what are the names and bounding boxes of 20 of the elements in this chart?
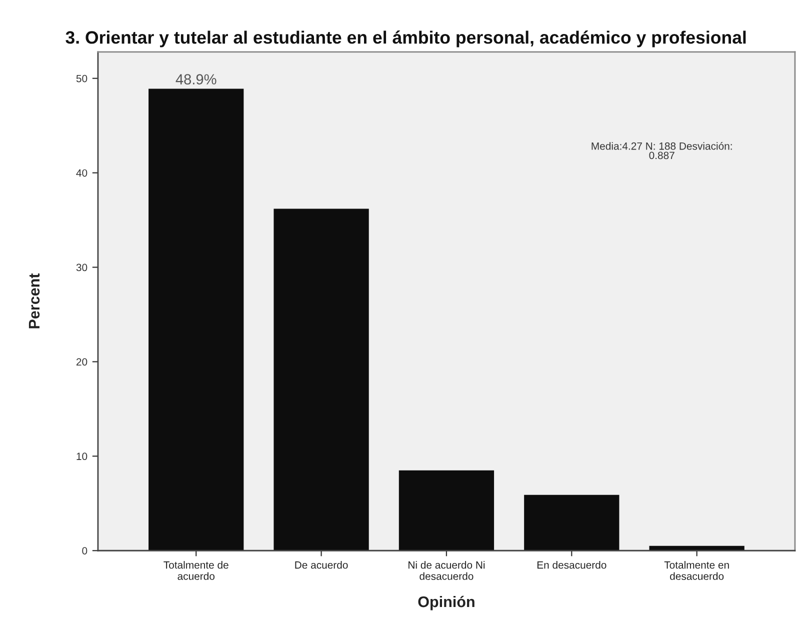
chart-title: 3. Orientar y tutelar al estudiante en el ámbito personal, académico y profesional xyxy=(66,30,746,48)
x-tick-label: Totalmente de acuerdo xyxy=(164,561,228,580)
y-tick-label: 50 xyxy=(76,74,88,82)
y-tick-label: 0 xyxy=(82,547,88,554)
annotation: Media:4.27 N: 188 Desviación: 0.887 xyxy=(592,142,732,160)
x-axis-title: Opinión xyxy=(418,596,474,610)
y-tick-label: 10 xyxy=(76,452,88,460)
x-tick-label: De acuerdo xyxy=(295,561,348,569)
bar xyxy=(274,208,369,551)
bar xyxy=(398,470,494,551)
y-tick-label: 40 xyxy=(76,169,88,177)
y-tick-label: 30 xyxy=(76,264,88,272)
x-tick-label: En desacuerdo xyxy=(537,561,606,569)
x-tick-label: Totalmente en desacuerdo xyxy=(664,561,729,580)
x-tick-label: Ni de acuerdo Ni desacuerdo xyxy=(408,561,485,580)
y-axis-title: Percent xyxy=(28,273,40,328)
bar xyxy=(148,88,244,551)
y-tick-label: 20 xyxy=(76,358,88,366)
data-label: 48.9% xyxy=(176,74,216,84)
bar xyxy=(524,494,620,551)
